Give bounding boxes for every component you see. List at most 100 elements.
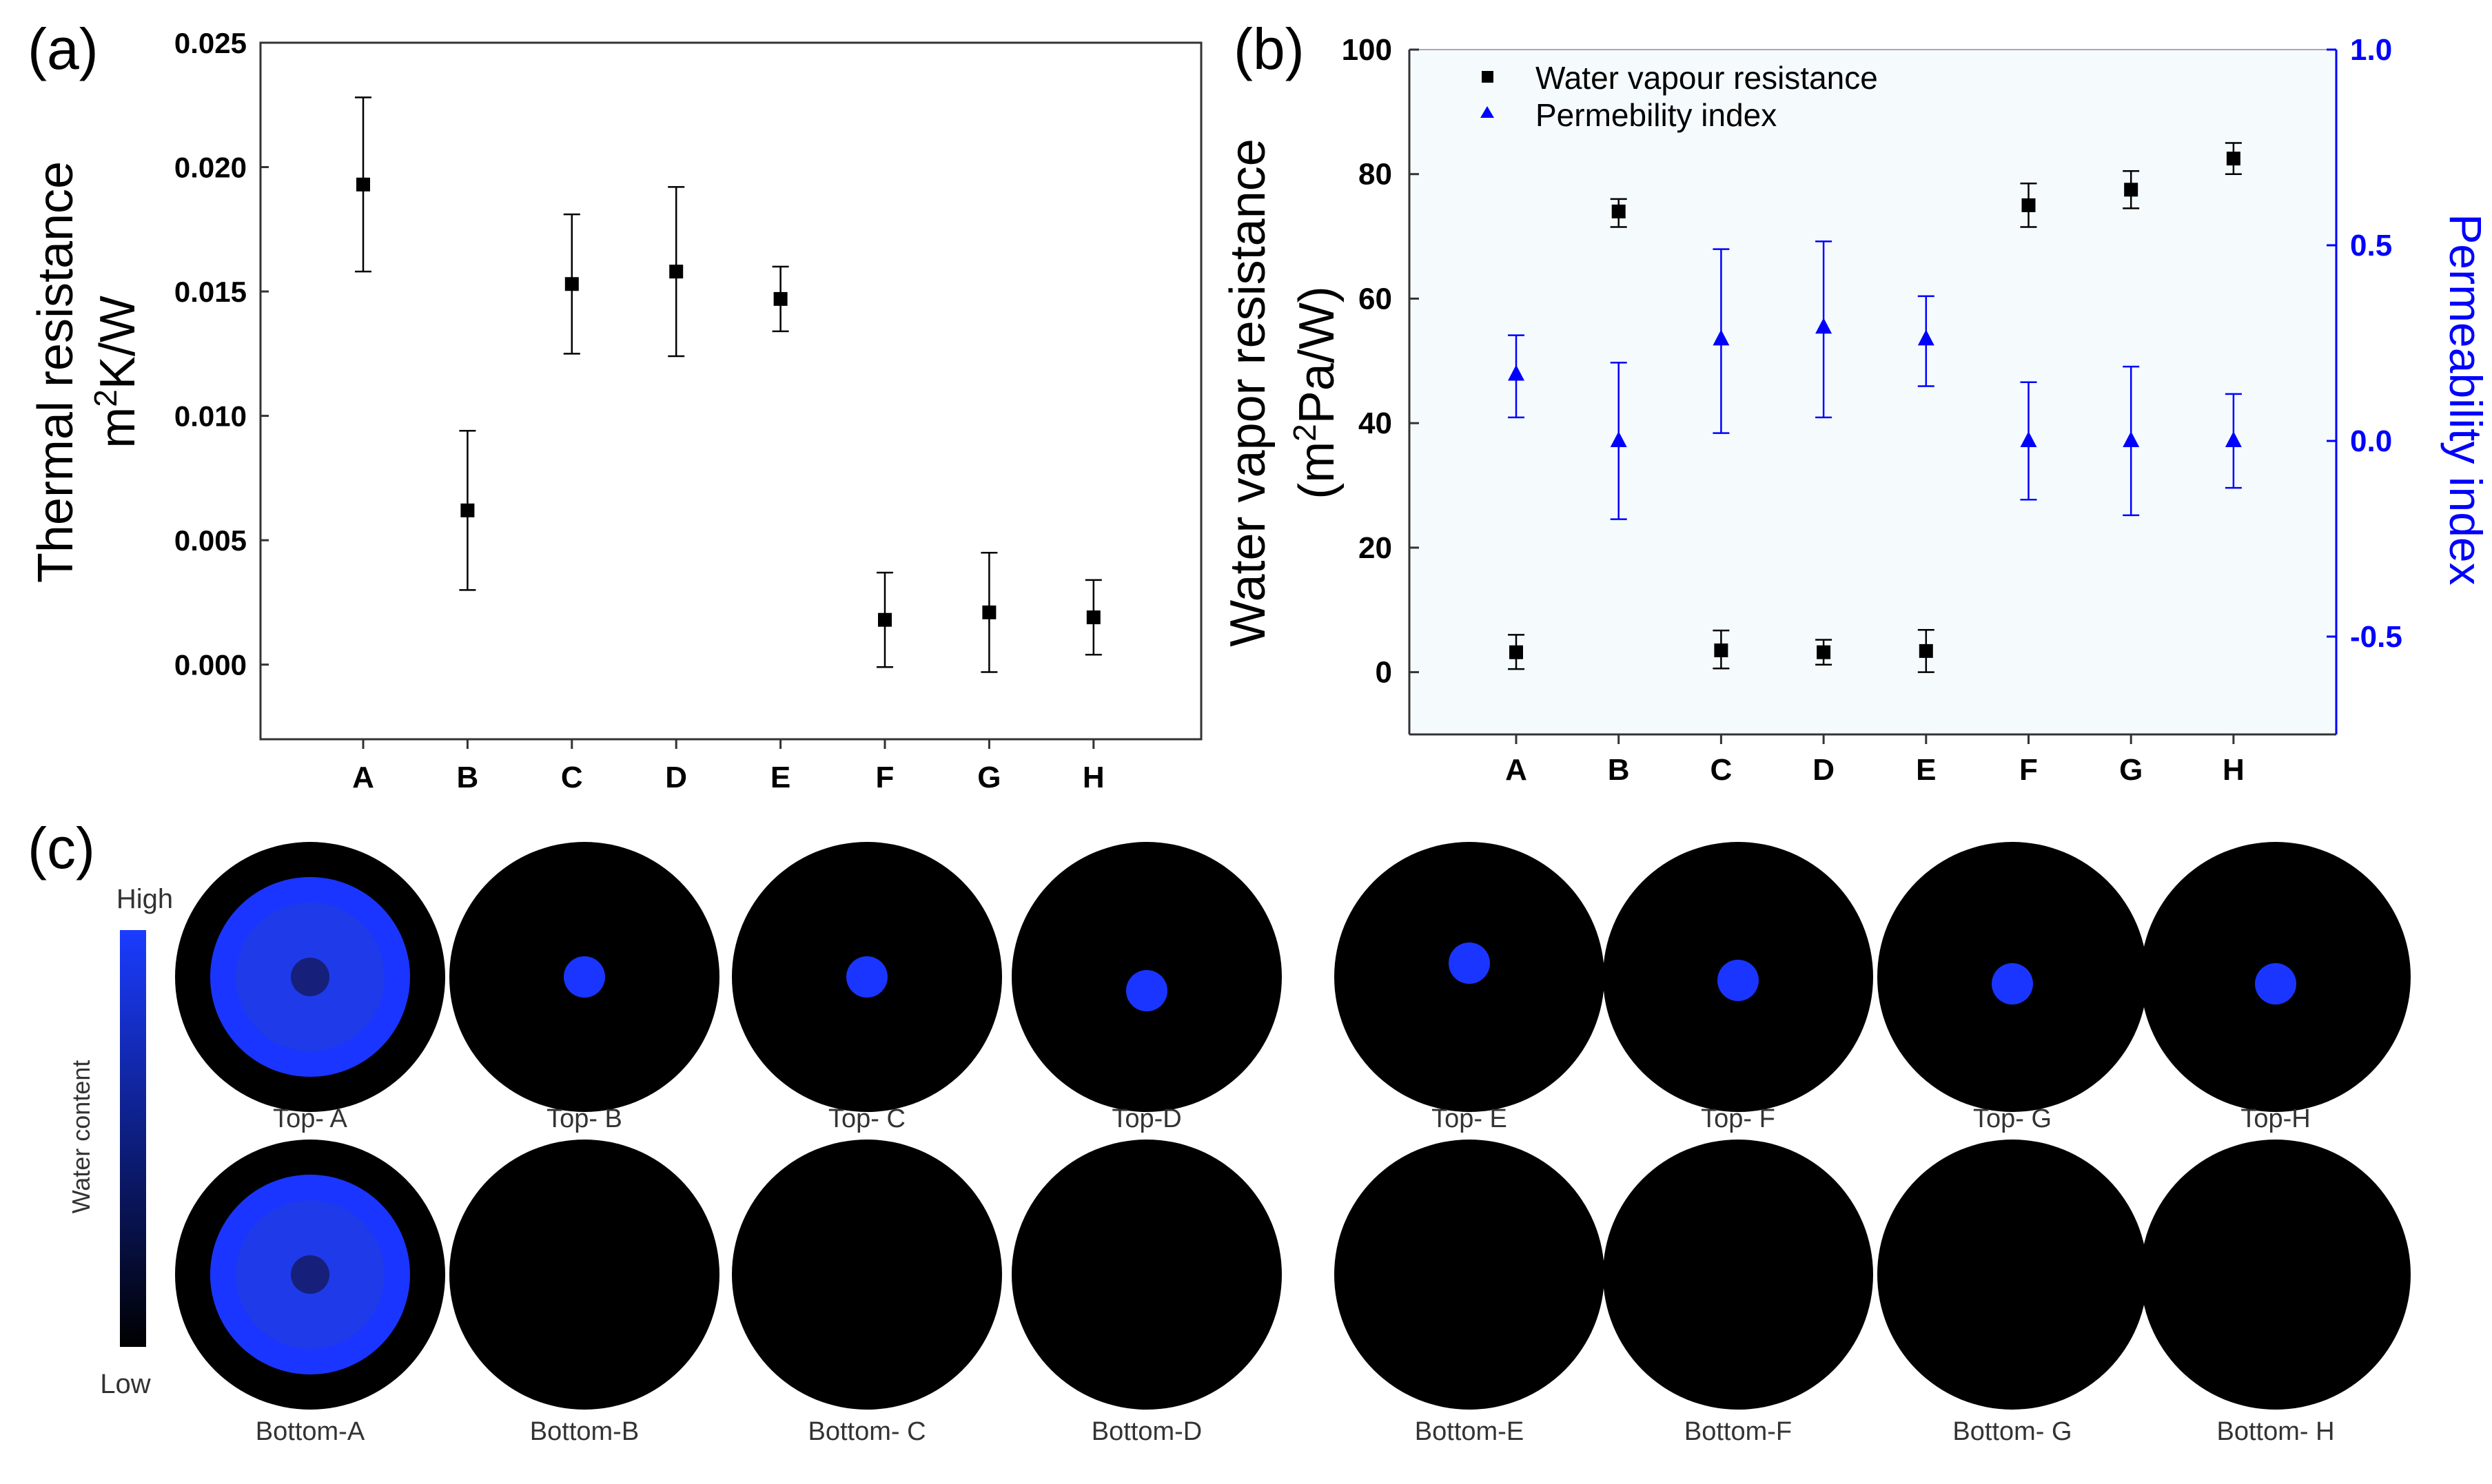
panel-a-point-F	[878, 612, 892, 627]
panel-c: (c) High Low Water content Top- A Bottom-…	[28, 816, 2411, 1446]
panel-b: (b) Water vapor resistance (m2Pa/W) Perm…	[1221, 17, 2491, 787]
sample-bottom-label: Bottom- C	[808, 1417, 926, 1446]
panel-a-xtick-label: E	[770, 761, 790, 794]
sample-top-6: Top- F	[1603, 842, 1873, 1133]
wet-spot	[564, 956, 605, 998]
sample-disc	[1334, 1140, 1604, 1410]
panel-b-xtick-label: H	[2223, 753, 2245, 787]
panel-a-xtick-label: C	[561, 761, 583, 794]
sample-bottom-7: Bottom- G	[1877, 1140, 2147, 1446]
wet-region-core	[291, 958, 329, 996]
sample-bottom-3: Bottom- C	[732, 1140, 1002, 1446]
wet-spot	[2255, 963, 2296, 1004]
colorbar-low-label: Low	[100, 1369, 150, 1399]
sample-bottom-label: Bottom- G	[1952, 1417, 2072, 1446]
sample-top-label: Top- G	[1973, 1104, 2052, 1133]
panel-b-x-axis: A B C D E F G H	[1505, 734, 2245, 787]
panel-a-y-axis: 0.000 0.005 0.010 0.015 0.020 0.025	[174, 27, 269, 681]
panel-a-xtick-label: A	[352, 761, 374, 794]
panel-a: (a) Thermal resistance m2K/W 0.0000.0050…	[28, 17, 1203, 794]
legend-permebility-index: Permebility index	[1535, 97, 1777, 133]
sample-bottom-label: Bottom-E	[1415, 1417, 1524, 1446]
colorbar-high-label: High	[116, 884, 173, 914]
sample-disc	[2141, 1140, 2411, 1410]
panel-b-ylabel-line2: (m2Pa/W)	[1287, 286, 1345, 499]
panel-b-pi-point-D	[1815, 318, 1832, 334]
panel-b-y2tick-label: 1.0	[2350, 33, 2392, 67]
sample-top-label: Top- C	[828, 1104, 906, 1133]
panel-a-label: (a)	[28, 17, 99, 81]
panel-a-xtick-label: B	[457, 761, 479, 794]
panel-b-y2label: Permeability index	[2440, 214, 2491, 585]
panel-b-ytick-label: 80	[1358, 158, 1392, 192]
panel-b-wvr-point-B	[1611, 204, 1626, 218]
panel-a-ylabel-unit-sup: 2	[88, 389, 123, 407]
panel-b-ytick-label: 40	[1358, 406, 1392, 440]
sample-top-5: Top- E	[1334, 842, 1604, 1133]
legend-water-vapour-resistance: Water vapour resistance	[1535, 60, 1878, 96]
panel-a-ytick-label: 0.000	[174, 649, 247, 681]
panel-a-ytick-label: 0.005	[174, 524, 247, 557]
colorbar-gradient	[120, 930, 146, 1347]
panel-b-plot-background	[1409, 50, 2336, 734]
panel-b-ylabel-unit-sup: 2	[1287, 424, 1322, 442]
sample-top-label: Top- E	[1431, 1104, 1507, 1133]
panel-b-ytick-label: 60	[1358, 282, 1392, 316]
panel-b-xtick-label: A	[1505, 753, 1527, 787]
sample-top-1: Top- A	[175, 842, 445, 1133]
panel-b-ylabel-unit-rest: Pa/W)	[1289, 286, 1345, 424]
colorbar-title: Water content	[67, 1060, 95, 1214]
sample-top-label: Top-D	[1112, 1104, 1181, 1133]
panel-a-ylabel: Thermal resistance m2K/W	[28, 161, 145, 583]
panel-b-y2-axis: -0.5 0.0 0.5 1.0	[2327, 33, 2402, 654]
panel-a-ytick-label: 0.010	[174, 400, 247, 433]
panel-b-wvr-point-C	[1714, 643, 1728, 658]
panel-b-wvr-point-F	[2021, 198, 2036, 212]
panel-a-ylabel-unit-base: m	[90, 407, 145, 449]
panel-b-ylabel-line1: Water vapor resistance	[1221, 138, 1276, 647]
sample-top-label: Top-H	[2240, 1104, 2310, 1133]
panel-b-y-axis: 0 20 40 60 80 100	[1342, 33, 1419, 690]
sample-bottom-5: Bottom-E	[1334, 1140, 1604, 1446]
sample-bottom-1: Bottom-A	[175, 1140, 445, 1446]
sample-top-label: Top- F	[1701, 1104, 1775, 1133]
panel-b-ytick-label: 100	[1342, 33, 1392, 67]
sample-bottom-label: Bottom- H	[2216, 1417, 2334, 1446]
sample-bottom-label: Bottom-D	[1092, 1417, 1202, 1446]
panel-b-xtick-label: B	[1608, 753, 1630, 787]
panel-b-label: (b)	[1234, 17, 1305, 81]
panel-b-ytick-label: 0	[1376, 656, 1392, 690]
sample-disc	[732, 1140, 1002, 1410]
panel-b-pi-point-B	[1610, 431, 1627, 447]
panel-b-xtick-label: F	[2019, 753, 2038, 787]
sample-images: Top- A Bottom-A Top- B Bottom-B Top- C Bottom…	[175, 842, 2411, 1446]
panel-b-y2tick-label: 0.5	[2350, 229, 2392, 262]
sample-disc	[449, 1140, 719, 1410]
panel-a-ylabel-line1: Thermal resistance	[28, 161, 83, 583]
panel-b-wvr-point-H	[2226, 152, 2240, 166]
panel-a-ytick-label: 0.025	[174, 27, 247, 59]
panel-a-xtick-label: H	[1083, 761, 1105, 794]
panel-b-wvr-point-G	[2124, 183, 2138, 197]
sample-bottom-8: Bottom- H	[2141, 1140, 2411, 1446]
sample-top-2: Top- B	[449, 842, 719, 1133]
panel-a-point-D	[669, 265, 684, 279]
sample-bottom-6: Bottom-F	[1603, 1140, 1873, 1446]
panel-a-ytick-label: 0.020	[174, 152, 247, 184]
wet-region-core	[291, 1255, 329, 1294]
panel-a-point-E	[773, 291, 788, 306]
panel-a-xtick-label: D	[665, 761, 687, 794]
sample-disc	[1603, 1140, 1873, 1410]
colorbar: High Low Water content	[67, 884, 173, 1399]
sample-bottom-label: Bottom-A	[256, 1417, 365, 1446]
panel-b-wvr-point-A	[1509, 645, 1523, 659]
panel-b-ytick-label: 20	[1358, 531, 1392, 565]
panel-b-pi-point-A	[1508, 364, 1524, 381]
panel-a-ytick-label: 0.015	[174, 276, 247, 308]
sample-bottom-label: Bottom-B	[530, 1417, 639, 1446]
sample-disc	[1877, 1140, 2147, 1410]
panel-a-plot-frame	[259, 41, 1203, 741]
wet-spot	[1717, 960, 1759, 1001]
sample-top-8: Top-H	[2141, 842, 2411, 1133]
